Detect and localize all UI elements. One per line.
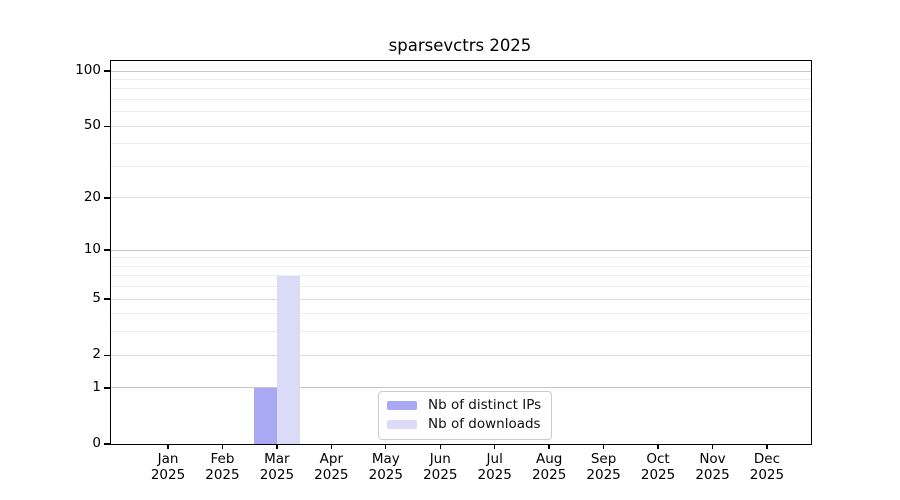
major-gridline <box>111 197 811 199</box>
x-axis-tick <box>167 444 169 449</box>
x-axis-tick <box>657 444 659 449</box>
x-tick-year-label: 2025 <box>640 466 676 483</box>
y-tick-label: 10 <box>83 241 101 258</box>
y-axis-tick <box>103 354 110 356</box>
y-tick-label: 100 <box>75 62 101 78</box>
x-axis-tick <box>494 444 496 449</box>
x-tick-year-label: 2025 <box>205 466 240 483</box>
legend-item-distinct-ips: Nb of distinct IPs <box>387 398 541 413</box>
major-gridline <box>111 249 811 251</box>
x-tick-label: Jun 2025 <box>405 451 475 483</box>
minor-gridline <box>111 165 811 167</box>
legend-label-downloads: Nb of downloads <box>428 416 541 432</box>
x-axis-tick <box>330 444 333 449</box>
x-tick-year-label: 2025 <box>259 466 295 483</box>
y-axis-tick <box>103 443 110 445</box>
bars-layer <box>111 61 811 444</box>
bar-mar-downloads <box>276 275 300 444</box>
major-gridline <box>111 387 811 389</box>
y-tick-label: 0 <box>92 435 101 451</box>
minor-gridline <box>111 88 811 90</box>
minor-gridline <box>111 111 811 113</box>
major-gridline <box>111 70 811 72</box>
x-tick-label: Oct 2025 <box>623 451 693 483</box>
gridlines-layer <box>111 61 811 444</box>
x-axis-tick <box>439 444 441 449</box>
x-tick-label: Dec 2025 <box>732 451 802 483</box>
major-gridline <box>111 125 811 127</box>
y-axis-tick <box>103 197 110 199</box>
plot-area: Nb of distinct IPs Nb of downloads 0 1 2 5 1… <box>75 60 812 482</box>
x-tick-year-label: 2025 <box>749 466 785 483</box>
x-tick-year-label: 2025 <box>368 466 403 483</box>
x-tick-label: Aug 2025 <box>514 451 584 483</box>
x-axis-tick <box>602 444 605 449</box>
x-axis-tick <box>385 444 387 449</box>
x-tick-label: Mar 2025 <box>242 451 312 483</box>
minor-gridline <box>111 265 811 267</box>
minor-gridline <box>111 286 811 288</box>
minor-gridline <box>111 313 811 315</box>
x-tick-label: Feb 2025 <box>187 451 257 483</box>
y-tick-label: 2 <box>92 346 101 363</box>
minor-gridline <box>111 331 811 333</box>
x-tick-year-label: 2025 <box>586 466 621 483</box>
x-tick-year-label: 2025 <box>695 466 730 483</box>
y-axis-tick <box>103 125 110 127</box>
x-tick-year-label: 2025 <box>150 466 186 483</box>
legend-label-distinct-ips: Nb of distinct IPs <box>428 397 542 413</box>
x-axis-tick <box>766 444 768 449</box>
major-gridline <box>111 298 811 300</box>
x-tick-label: Jan 2025 <box>133 451 203 483</box>
y-axis-tick <box>103 298 110 300</box>
x-axis-tick <box>276 444 278 449</box>
legend-swatch-distinct-ips <box>387 401 417 410</box>
x-tick-year-label: 2025 <box>531 466 567 483</box>
x-tick-year-label: 2025 <box>477 466 512 483</box>
bar-mar-distinct-ips <box>253 387 277 444</box>
y-axis-tick <box>103 249 110 251</box>
x-tick-label: May 2025 <box>351 451 421 483</box>
y-tick-label: 50 <box>83 117 101 134</box>
x-tick-label: Sep 2025 <box>569 451 639 483</box>
y-tick-label: 1 <box>92 378 101 395</box>
x-tick-year-label: 2025 <box>423 466 458 483</box>
legend-swatch-downloads <box>387 420 417 429</box>
chart-title: sparsevctrs 2025 <box>388 36 532 55</box>
minor-gridline <box>111 143 811 145</box>
y-axis-tick <box>103 70 110 72</box>
minor-gridline <box>111 78 811 80</box>
x-tick-label: Apr 2025 <box>296 451 366 483</box>
legend: Nb of distinct IPs Nb of downloads <box>378 391 553 440</box>
x-tick-label: Jul 2025 <box>460 451 530 483</box>
y-tick-label: 20 <box>83 188 101 205</box>
x-axis-tick <box>711 444 714 449</box>
legend-item-downloads: Nb of downloads <box>387 417 541 432</box>
x-tick-label: Nov 2025 <box>678 451 748 483</box>
minor-gridline <box>111 98 811 100</box>
major-gridline <box>111 354 811 356</box>
x-axis-tick <box>221 444 224 449</box>
x-tick-year-label: 2025 <box>314 466 349 483</box>
minor-gridline <box>111 257 811 259</box>
minor-gridline <box>111 275 811 277</box>
y-tick-label: 5 <box>92 290 101 307</box>
y-axis-tick <box>103 387 110 389</box>
x-axis-tick <box>548 444 550 449</box>
